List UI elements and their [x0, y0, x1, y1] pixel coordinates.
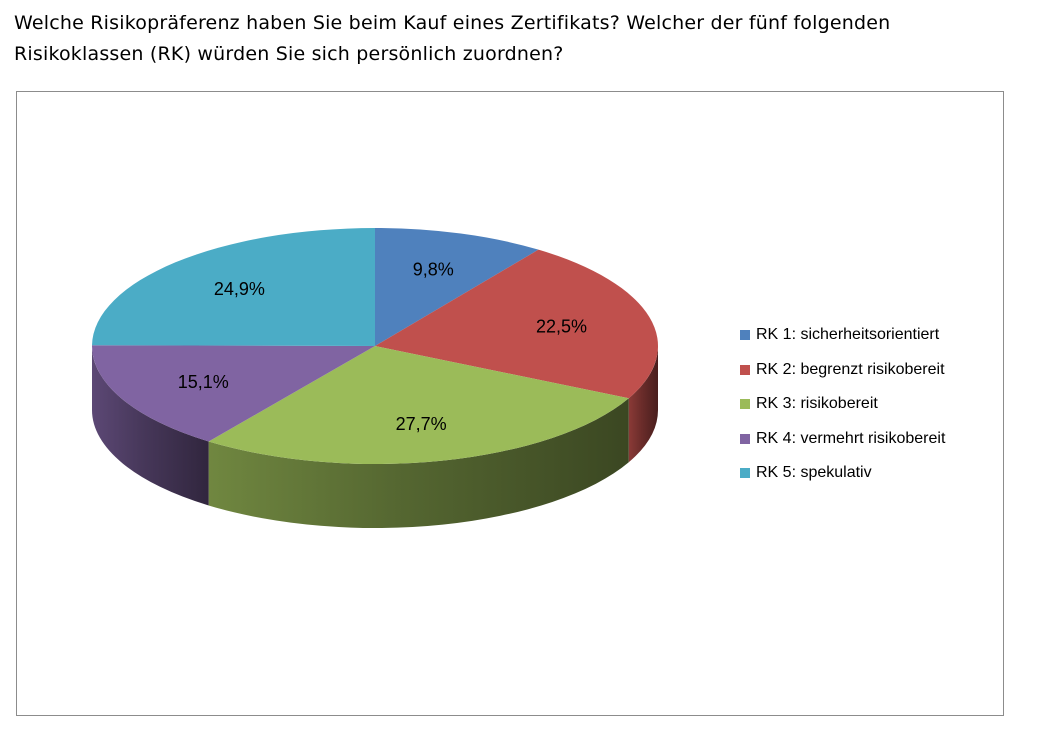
- legend-item-rk-1: RK 1: sicherheitsorientiert: [740, 318, 945, 353]
- chart-legend: RK 1: sicherheitsorientiert RK 2: begrenz…: [740, 318, 945, 491]
- legend-label-rk-3: RK 3: risikobereit: [756, 395, 878, 413]
- pie-side-rk-4: [92, 346, 209, 506]
- pie-sides: [92, 346, 658, 528]
- data-label-rk-1: 9,8%: [413, 260, 454, 280]
- legend-swatch-rk-3: [740, 399, 750, 410]
- pie-slice-rk-3: [208, 346, 629, 464]
- legend-label-rk-4: RK 4: vermehrt risikobereit: [756, 429, 946, 447]
- data-label-rk-3: 27,7%: [396, 414, 447, 434]
- pie-slice-rk-2: [375, 249, 659, 399]
- legend-item-rk-5: RK 5: spekulativ: [740, 456, 945, 491]
- pie-tops: [92, 228, 659, 464]
- legend-item-rk-2: RK 2: begrenzt risikobereit: [740, 353, 945, 388]
- legend-swatch-rk-4: [740, 433, 750, 444]
- pie-labels: 9,8% 22,5% 27,7% 15,1% 24,9%: [178, 260, 587, 434]
- chart-question: Welche Risikopräferenz haben Sie beim Ka…: [14, 8, 1024, 70]
- data-label-rk-5: 24,9%: [214, 279, 265, 299]
- question-line-1: Welche Risikopräferenz haben Sie beim Ka…: [14, 12, 891, 34]
- question-line-2: Risikoklassen (RK) würden Sie sich persö…: [14, 43, 564, 65]
- legend-item-rk-3: RK 3: risikobereit: [740, 387, 945, 422]
- legend-item-rk-4: RK 4: vermehrt risikobereit: [740, 422, 945, 457]
- pie-slice-rk-1: [375, 228, 539, 346]
- pie-side-rk-3: [208, 398, 629, 528]
- legend-label-rk-2: RK 2: begrenzt risikobereit: [756, 360, 945, 378]
- pie-side-rk-2: [628, 346, 658, 463]
- legend-swatch-rk-1: [740, 330, 750, 341]
- legend-swatch-rk-5: [740, 468, 750, 479]
- legend-swatch-rk-2: [740, 364, 750, 375]
- legend-label-rk-1: RK 1: sicherheitsorientiert: [756, 326, 940, 344]
- data-label-rk-4: 15,1%: [178, 372, 229, 392]
- pie-slice-rk-4: [92, 345, 376, 442]
- pie-slice-rk-5: [92, 228, 375, 346]
- legend-label-rk-5: RK 5: spekulativ: [756, 464, 872, 482]
- data-label-rk-2: 22,5%: [536, 316, 587, 336]
